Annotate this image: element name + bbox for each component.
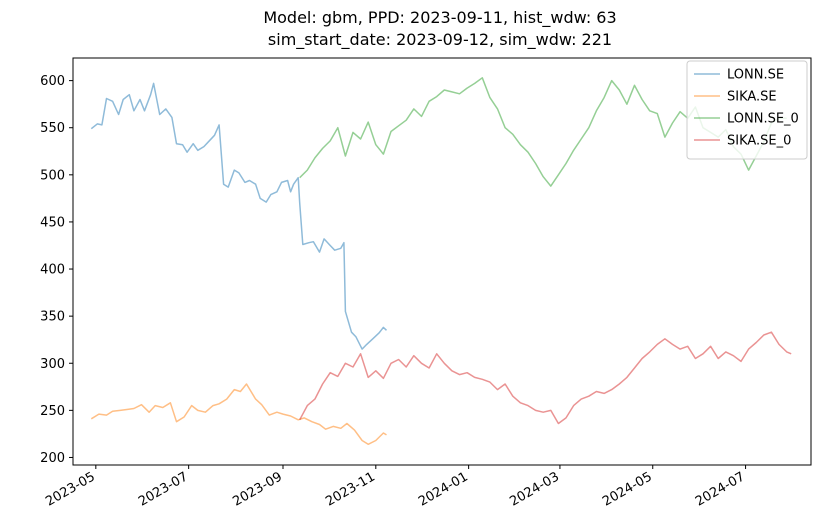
legend-label-lonn-se-0: LONN.SE_0 [727,112,799,127]
x-tick-label: 2023-07 [136,469,191,509]
y-tick-label: 200 [40,451,65,466]
plot-frame [72,57,812,466]
legend-box [686,60,808,160]
x-tick-label: 2024-07 [693,469,748,509]
y-tick-label: 550 [40,121,65,136]
legend-label-lonn-se: LONN.SE [727,68,784,83]
x-axis: 2023-05 2023-07 2023-09 2023-11 2024-01 2024-… [43,465,748,510]
x-tick-label: 2023-09 [230,469,285,509]
chart-title: Model: gbm, PPD: 2023-09-11, hist_wdw: 6… [263,8,616,28]
y-tick-label: 600 [40,74,65,89]
series-line-sika-se [90,383,387,446]
chart-subtitle: sim_start_date: 2023-09-12, sim_wdw: 221 [268,30,612,50]
y-tick-label: 350 [40,310,65,325]
x-tick-label: 2024-03 [507,469,562,509]
x-tick-label: 2024-05 [600,469,655,509]
x-tick-label: 2023-05 [43,469,98,509]
y-tick-label: 400 [40,263,65,278]
y-tick-label: 300 [40,357,65,372]
y-tick-label: 450 [40,215,65,230]
x-tick-label: 2023-11 [323,469,378,509]
series-layer [90,77,792,446]
series-line-lonn-se [90,82,388,350]
x-tick-label: 2024-01 [416,469,471,509]
y-tick-label: 500 [40,168,65,183]
legend-label-sika-se: SIKA.SE [727,90,777,105]
legend-label-sika-se-0: SIKA.SE_0 [727,134,791,149]
y-tick-label: 250 [40,404,65,419]
y-axis: 200 250 300 350 400 450 500 550 600 [40,74,73,466]
series-line-sika-se-0 [299,331,792,425]
legend: LONN.SE SIKA.SE LONN.SE_0 SIKA.SE_0 [686,60,808,160]
